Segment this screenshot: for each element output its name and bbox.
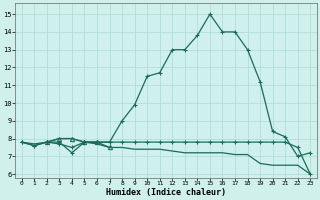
X-axis label: Humidex (Indice chaleur): Humidex (Indice chaleur) — [106, 188, 226, 197]
